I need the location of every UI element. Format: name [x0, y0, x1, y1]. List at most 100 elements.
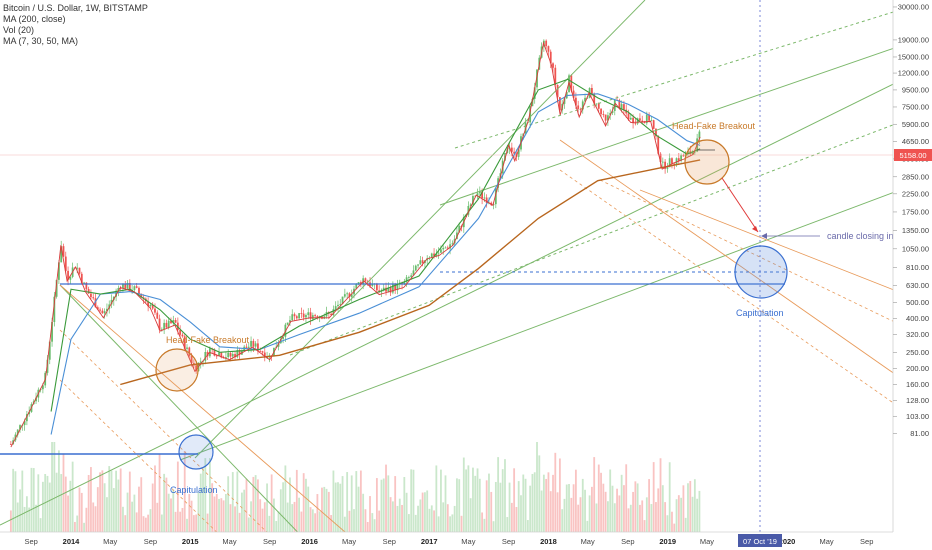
volume-bar [625, 464, 628, 532]
candle-body [298, 313, 301, 319]
volume-bar [458, 479, 461, 532]
capitulation-label-2015: Capitulation [170, 485, 218, 495]
volume-bar [241, 492, 243, 532]
channel-orange-line [599, 179, 932, 341]
volume-bar [424, 492, 426, 532]
time-axis[interactable]: Sep 2014 May Sep 2015 May Sep 2016 May Sep 2017 May… [0, 531, 932, 550]
price-tick-label: 7500.00 [902, 102, 929, 111]
candle-body [357, 282, 360, 285]
candle-body [28, 411, 31, 415]
volume-bar [357, 486, 360, 532]
candle-body [465, 214, 467, 217]
forecast-arrowhead [752, 226, 758, 232]
volume-bar [378, 510, 381, 532]
volume-bar [547, 472, 550, 532]
volume-bar [268, 515, 271, 532]
candle-body [659, 153, 662, 163]
volume-bar [286, 502, 289, 532]
volume-bar [69, 480, 72, 532]
volume-bar [572, 484, 575, 532]
price-tick-label: 30000.00 [898, 2, 929, 11]
volume-bar [28, 507, 31, 532]
volume-bar [577, 504, 580, 532]
volume-bar [561, 509, 564, 532]
candle-body [442, 247, 445, 250]
volume-bar [602, 483, 605, 532]
candle-body [579, 108, 582, 110]
candle-body [160, 329, 163, 331]
candle-body [623, 104, 625, 110]
candle-body [316, 316, 319, 319]
time-tick-label: May [581, 537, 595, 546]
volume-bar [190, 500, 193, 532]
volume-bar [609, 469, 612, 532]
candle-body [263, 352, 266, 358]
volume-bar [202, 468, 204, 532]
candle-body [380, 290, 383, 293]
volume-bar [478, 478, 481, 532]
candle-body [199, 361, 202, 363]
price-tick-label: 630.00 [906, 281, 929, 290]
volume-bar [332, 470, 335, 532]
candle-body [410, 275, 413, 278]
volume-bar [236, 471, 239, 532]
price-axis[interactable]: 30000.00 19000.00 15000.00 12000.00 9500.00 7… [892, 0, 932, 532]
candle-body [597, 103, 600, 109]
volume-bar [476, 468, 479, 532]
volume-bar [323, 486, 326, 532]
candle-body [433, 253, 435, 256]
candle-body [570, 75, 573, 91]
price-tick-label: 160.00 [906, 380, 929, 389]
candle-body [492, 204, 495, 206]
volume-bar [112, 488, 115, 532]
volume-bar [165, 477, 168, 532]
volume-bar [87, 475, 90, 532]
volume-bar [291, 504, 294, 532]
volume-bar [536, 442, 538, 532]
volume-bars [9, 442, 701, 532]
volume-bar [426, 490, 429, 532]
volume-bar [284, 465, 287, 532]
volume-bar [131, 501, 134, 532]
volume-bar [35, 504, 37, 532]
volume-bar [465, 469, 467, 532]
volume-bar [472, 467, 474, 532]
volume-bar [556, 492, 559, 532]
volume-bar [247, 517, 250, 532]
volume-bar [366, 522, 369, 532]
volume-bar [595, 503, 598, 532]
candle-body [195, 365, 198, 372]
candle-body [547, 46, 550, 52]
candle-body [355, 284, 358, 289]
candle-body [364, 278, 367, 282]
volume-bar [698, 490, 701, 532]
candles [9, 39, 701, 445]
time-tick-label: Sep [263, 537, 276, 546]
volume-bar [540, 490, 543, 532]
candle-body [300, 313, 303, 314]
candle-body [618, 100, 621, 109]
volume-bar [140, 477, 143, 532]
time-tick-label: May [461, 537, 475, 546]
ma200-line [120, 159, 701, 386]
volume-bar [167, 493, 170, 532]
candle-body [595, 103, 598, 105]
volume-bar [103, 483, 106, 532]
candle-body [250, 340, 252, 347]
candle-body [604, 114, 607, 121]
volume-bar [497, 457, 500, 532]
candle-body [478, 191, 481, 194]
capitulation-circle-2015 [178, 434, 214, 470]
time-tick-label: 2017 [421, 537, 438, 546]
channel-green-line [0, 64, 932, 526]
candle-body [215, 355, 218, 357]
volume-bar [215, 493, 218, 532]
candle-body [577, 105, 580, 109]
candle-body [620, 104, 623, 109]
head-fake-label-2014: Head-Fake Breakout [166, 335, 250, 345]
volume-bar [60, 474, 63, 532]
volume-bar [261, 508, 264, 532]
time-tick-label: Sep [502, 537, 515, 546]
